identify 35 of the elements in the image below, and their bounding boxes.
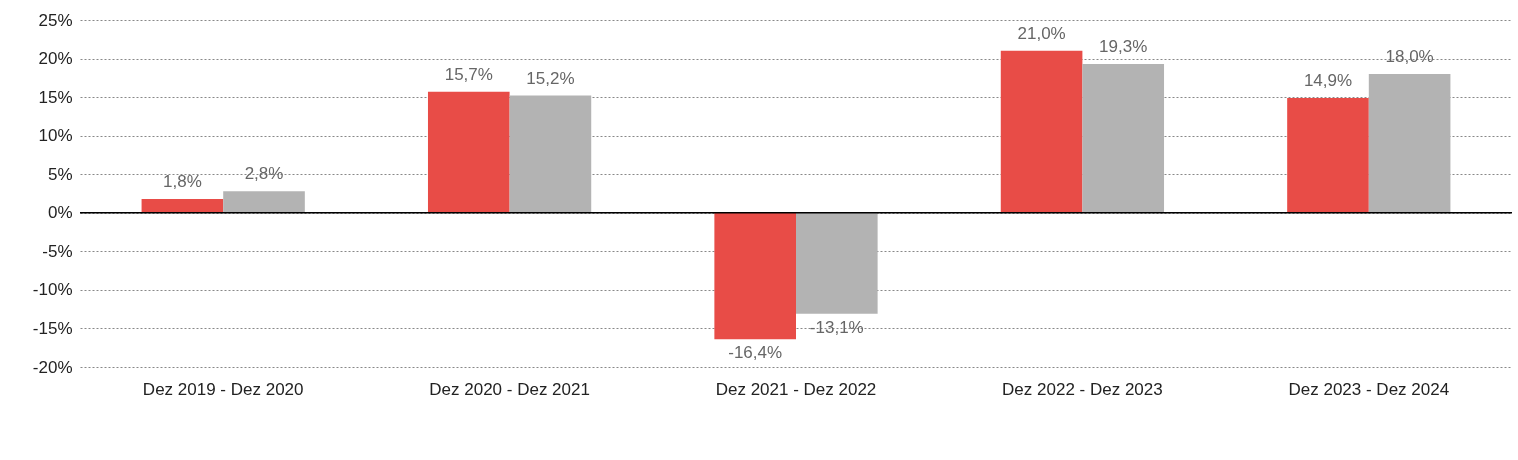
bar <box>1000 50 1083 213</box>
bar <box>1082 63 1165 213</box>
y-tick-label: 5% <box>47 164 73 184</box>
data-label: -16,4% <box>728 343 783 363</box>
data-label: 15,7% <box>444 64 493 84</box>
data-label: 2,8% <box>244 164 284 184</box>
data-label: 14,9% <box>1303 70 1353 90</box>
x-tick-label: Dez 2021 - Dez 2022 <box>715 379 877 399</box>
x-tick-label: Dez 2020 - Dez 2021 <box>429 379 590 399</box>
bar <box>1287 97 1369 213</box>
data-label: 21,0% <box>1017 23 1066 43</box>
data-label: 19,3% <box>1099 36 1148 56</box>
data-label: -13,1% <box>809 317 864 337</box>
x-tick-label: Dez 2019 - Dez 2020 <box>142 379 304 399</box>
bar <box>427 91 510 213</box>
bar <box>223 191 305 213</box>
y-tick-label: -15% <box>32 318 73 338</box>
bar <box>509 95 592 213</box>
data-label: 1,8% <box>163 171 202 191</box>
bar <box>714 212 796 340</box>
bar <box>796 212 878 314</box>
x-tick-label: Dez 2023 - Dez 2024 <box>1288 379 1450 399</box>
bar <box>1368 73 1451 213</box>
y-tick-label: 20% <box>38 49 73 69</box>
y-tick-label: 15% <box>38 87 73 107</box>
bar <box>141 198 224 213</box>
x-tick-label: Dez 2022 - Dez 2023 <box>1002 379 1163 399</box>
y-tick-label: -10% <box>32 280 73 300</box>
y-tick-label: -20% <box>32 357 73 377</box>
y-tick-label: 0% <box>47 203 73 223</box>
data-label: 15,2% <box>526 68 575 88</box>
y-tick-label: -5% <box>42 241 73 261</box>
data-label: 18,0% <box>1385 46 1434 66</box>
y-tick-label: 25% <box>38 10 73 30</box>
y-tick-label: 10% <box>38 126 73 146</box>
